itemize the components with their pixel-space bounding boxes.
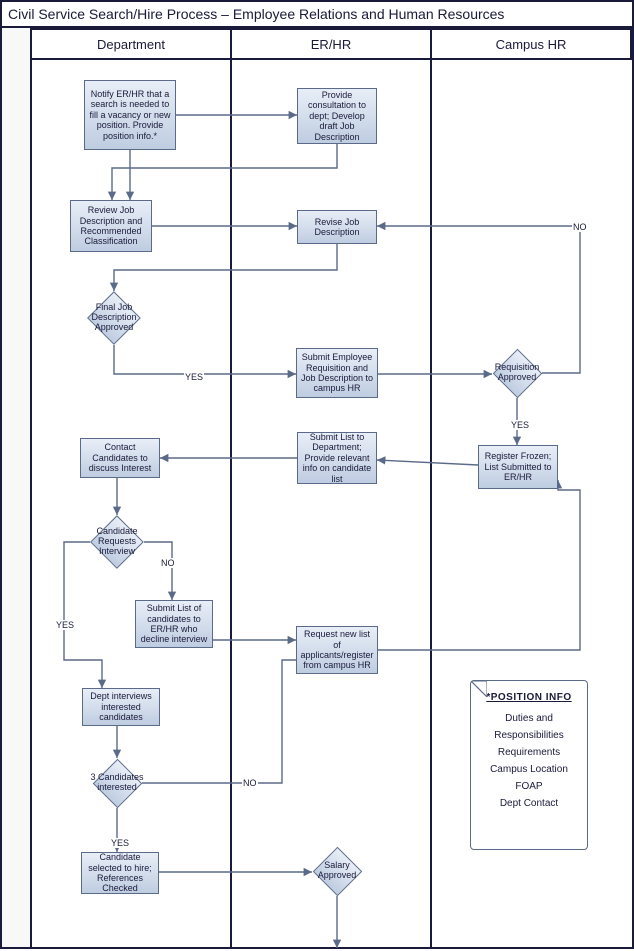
note-line: FOAP	[481, 778, 577, 795]
flow-node-n2: Provide consultation to dept; Develop dr…	[297, 88, 377, 144]
flow-decision-n5: Final Job Description Approved	[87, 291, 141, 345]
note-line: Duties and Responsibilities	[481, 710, 577, 744]
flow-decision-n7: Requisition Approved	[492, 348, 542, 398]
edge-label-yes3: YES	[55, 620, 75, 630]
lane-header-erhr: ER/HR	[232, 28, 432, 60]
swimlane-side	[2, 28, 32, 947]
flow-node-n8: Register Frozen; List Submitted to ER/HR	[478, 445, 558, 489]
flow-decision-n15: 3 Candidates interested	[92, 758, 142, 808]
note-line: Requirements	[481, 744, 577, 761]
flow-decision-n11: Candidate Requests Interview	[90, 515, 144, 569]
flow-node-n1: Notify ER/HR that a search is needed to …	[84, 80, 176, 150]
note-title: *POSITION INFO	[481, 689, 577, 706]
flow-node-n12: Submit List of candidates to ER/HR who d…	[135, 600, 213, 648]
lane-header-department: Department	[32, 28, 232, 60]
flow-node-n10: Contact Candidates to discuss Interest	[80, 438, 160, 478]
flow-canvas: Notify ER/HR that a search is needed to …	[32, 60, 632, 947]
flow-node-n6: Submit Employee Requisition and Job Desc…	[296, 348, 378, 398]
edge-label-yes4: YES	[110, 838, 130, 848]
flow-node-n9: Submit List to Department; Provide relev…	[297, 432, 377, 484]
edge-label-no2: NO	[160, 558, 176, 568]
edge-label-no1: NO	[572, 222, 588, 232]
flow-node-n3: Review Job Description and Recommended C…	[70, 200, 152, 252]
note-line: Dept Contact	[481, 795, 577, 812]
flow-node-n4: Revise Job Description	[297, 210, 377, 244]
note-line: Campus Location	[481, 761, 577, 778]
flow-node-n14: Dept interviews interested candidates	[82, 688, 160, 726]
diagram-frame: Civil Service Search/Hire Process – Empl…	[0, 0, 634, 949]
edge-label-yes1: YES	[184, 372, 204, 382]
edge-label-yes2: YES	[510, 420, 530, 430]
position-info-note: *POSITION INFO Duties and Responsibiliti…	[470, 680, 588, 850]
edge-label-no3: NO	[242, 778, 258, 788]
flow-node-n16: Candidate selected to hire; References C…	[81, 852, 159, 894]
flow-decision-n17: Salary Approved	[312, 846, 362, 896]
page-title: Civil Service Search/Hire Process – Empl…	[2, 2, 632, 28]
flow-node-n13: Request new list of applicants/register …	[296, 626, 378, 674]
lane-header-campushr: Campus HR	[432, 28, 632, 60]
lanes-header: Department ER/HR Campus HR	[32, 28, 632, 60]
